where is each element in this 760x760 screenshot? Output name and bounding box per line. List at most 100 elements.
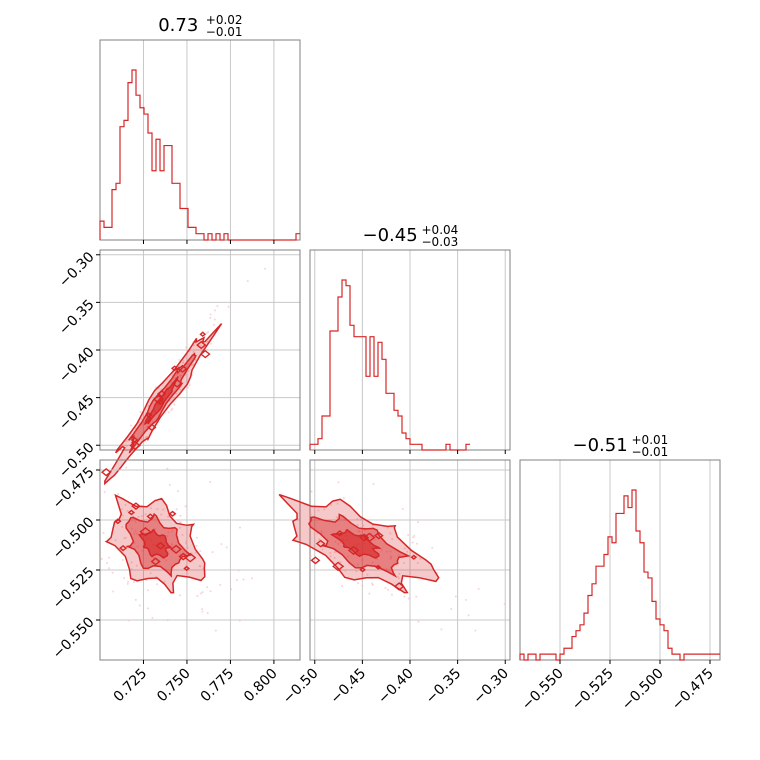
histogram-step-0 xyxy=(99,69,300,241)
scatter-point xyxy=(320,529,323,532)
scatter-point xyxy=(310,490,313,493)
contour-island xyxy=(150,557,161,566)
contour-island xyxy=(127,509,135,516)
scatter-point xyxy=(145,579,148,582)
scatter-point xyxy=(145,425,148,428)
scatter-point xyxy=(187,386,190,389)
scatter-point xyxy=(132,581,135,584)
scatter-point xyxy=(127,448,130,451)
scatter-point xyxy=(144,436,147,439)
scatter-point xyxy=(356,518,359,521)
contour-island xyxy=(359,567,367,573)
scatter-point xyxy=(106,561,109,564)
scatter-point xyxy=(134,521,137,524)
contour-island xyxy=(373,531,384,540)
contour-island xyxy=(152,394,165,404)
scatter-point xyxy=(368,592,371,595)
panel-2-1: −0.50 −0.45 −0.40 −0.35 −0.30 xyxy=(278,459,512,708)
scatter-point xyxy=(117,492,120,495)
scatter-point xyxy=(209,313,212,316)
scatter-point xyxy=(167,411,170,414)
scatter-point xyxy=(321,548,324,551)
scatter-point xyxy=(124,503,127,506)
y-tick-label: −0.500 xyxy=(50,514,98,562)
x-tick-label: −0.525 xyxy=(569,666,617,714)
panel-1-1 xyxy=(309,249,511,454)
scatter-point xyxy=(209,480,212,483)
scatter-point xyxy=(185,540,188,543)
scatter-point xyxy=(127,619,130,622)
scatter-point xyxy=(185,346,188,349)
scatter-point xyxy=(178,358,181,361)
contour-island xyxy=(100,467,112,477)
scatter-point xyxy=(323,508,326,511)
contour-island xyxy=(157,389,167,398)
scatter-point xyxy=(179,521,182,524)
scatter-point xyxy=(440,628,443,631)
panel-title-1: −0.45 +0.04−0.03 xyxy=(363,223,459,249)
x-tick-label: −0.50 xyxy=(280,666,322,708)
scatter-point xyxy=(450,607,453,610)
scatter-point xyxy=(334,540,337,543)
scatter-point xyxy=(361,584,364,587)
title-value: −0.51 xyxy=(573,435,628,456)
scatter-point xyxy=(386,550,389,553)
scatter-point xyxy=(329,551,332,554)
scatter-point xyxy=(341,585,344,588)
x-tick-label: 0.775 xyxy=(198,666,238,706)
scatter-point xyxy=(419,557,422,560)
scatter-point xyxy=(130,527,133,530)
scatter-point xyxy=(337,481,340,484)
scatter-point xyxy=(357,582,360,585)
scatter-point xyxy=(124,536,127,539)
scatter-point xyxy=(246,280,249,283)
x-tick-label: −0.550 xyxy=(519,666,567,714)
x-tick-label: −0.45 xyxy=(328,666,370,708)
scatter-point xyxy=(151,420,154,423)
y-tick-label: −0.45 xyxy=(56,392,98,434)
scatter-point xyxy=(196,595,199,598)
scatter-point xyxy=(375,557,378,560)
scatter-point xyxy=(416,561,419,564)
scatter-point xyxy=(181,533,184,536)
scatter-point xyxy=(194,551,197,554)
contour-island xyxy=(393,582,405,591)
scatter-point xyxy=(178,526,181,529)
scatter-point xyxy=(454,595,457,598)
panel-1-0: −0.30−0.35−0.40−0.45−0.50 xyxy=(56,249,301,486)
contour-island xyxy=(359,533,370,542)
scatter-point xyxy=(503,603,506,606)
scatter-point xyxy=(170,409,173,412)
contour-island xyxy=(170,544,182,554)
scatter-point xyxy=(206,612,209,615)
scatter-point xyxy=(417,521,420,524)
scatter-point xyxy=(126,582,129,585)
scatter-point xyxy=(209,316,212,319)
contour-island xyxy=(177,364,188,373)
scatter-point xyxy=(154,527,157,530)
scatter-point xyxy=(112,590,115,593)
contour-island xyxy=(363,532,376,543)
x-tick-label: −0.500 xyxy=(619,666,667,714)
scatter-point xyxy=(320,531,323,534)
scatter-point xyxy=(137,437,140,440)
x-tick-label: −0.475 xyxy=(669,666,717,714)
scatter-point xyxy=(178,594,181,597)
scatter-point xyxy=(216,305,219,308)
panel-2-2: −0.550 −0.525 −0.500 −0.475 xyxy=(519,459,721,714)
scatter-point xyxy=(179,514,182,517)
scatter-point xyxy=(138,604,141,607)
scatter-point xyxy=(347,555,350,558)
scatter-point xyxy=(163,580,166,583)
scatter-point xyxy=(134,529,137,532)
scatter-point xyxy=(201,608,204,611)
scatter-point xyxy=(185,542,188,545)
scatter-point xyxy=(477,587,480,590)
scatter-point xyxy=(167,515,170,518)
scatter-point xyxy=(134,427,137,430)
scatter-point xyxy=(413,534,416,537)
x-tick-label: −0.35 xyxy=(423,666,465,708)
scatter-point xyxy=(397,577,400,580)
scatter-point xyxy=(362,524,365,527)
